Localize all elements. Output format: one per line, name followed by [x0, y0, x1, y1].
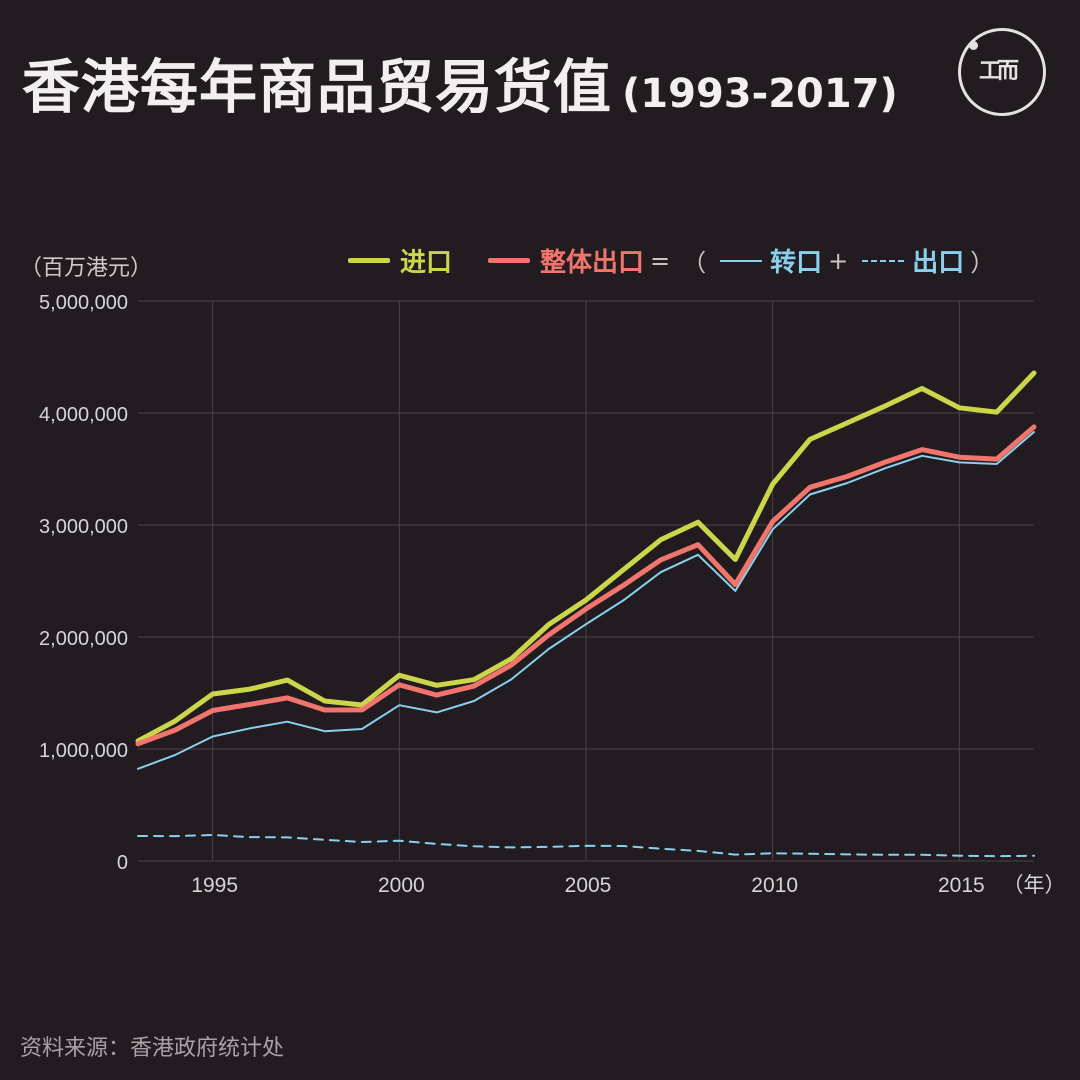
y-tick-label: 0	[117, 852, 128, 874]
legend-imports-label: 进口	[400, 248, 453, 278]
y-tick-label: 4,000,000	[39, 404, 128, 426]
legend-reexports-swatch	[720, 259, 763, 262]
y-axis-unit-label: （百万港元）	[20, 256, 153, 281]
legend-open-paren: （	[682, 249, 707, 277]
logo-dot-icon	[969, 41, 978, 50]
y-tick-label: 5,000,000	[39, 292, 128, 314]
series-line-reexports	[137, 431, 1035, 770]
logo-mark-1: 工	[979, 59, 1002, 84]
series-line-domestic-exports	[137, 834, 1035, 858]
legend-total-exports-label: 整体出口	[540, 248, 645, 278]
x-tick-label: 2015	[938, 874, 985, 897]
x-tick-label: 2010	[751, 874, 798, 897]
y-tick-label: 1,000,000	[39, 740, 128, 762]
x-tick-label: 2000	[378, 874, 425, 897]
legend-plus: +	[828, 246, 849, 275]
brand-logo: 工 而	[958, 28, 1046, 116]
y-tick-label: 2,000,000	[39, 628, 128, 650]
legend-imports-swatch	[348, 258, 390, 263]
series-line-imports	[135, 370, 1037, 744]
legend-close-paren: ）	[970, 249, 995, 277]
x-tick-label: 2005	[565, 874, 612, 897]
series-line-total-exports	[135, 424, 1037, 747]
legend-total-exports-swatch	[488, 258, 531, 263]
chart-legend: 进口 整体出口 = （ 转口 + 出口 ）	[348, 242, 1000, 279]
legend-equals: =	[650, 246, 671, 275]
legend-domestic-exports-label: 出口	[912, 248, 965, 278]
chart-title-block: 香港每年商品贸易货值 (1993-2017)	[22, 40, 898, 124]
x-axis-unit-label: （年）	[1003, 874, 1066, 897]
x-tick-label: 1995	[191, 874, 238, 897]
source-note: 资料来源：香港政府统计处	[20, 1036, 285, 1061]
chart-title-years: (1993-2017)	[622, 71, 898, 117]
legend-reexports-label: 转口	[770, 248, 823, 278]
chart-title: 香港每年商品贸易货值	[22, 53, 613, 121]
y-tick-label: 3,000,000	[39, 516, 128, 538]
legend-domestic-exports-swatch	[862, 259, 905, 262]
logo-mark-2: 而	[997, 59, 1020, 84]
